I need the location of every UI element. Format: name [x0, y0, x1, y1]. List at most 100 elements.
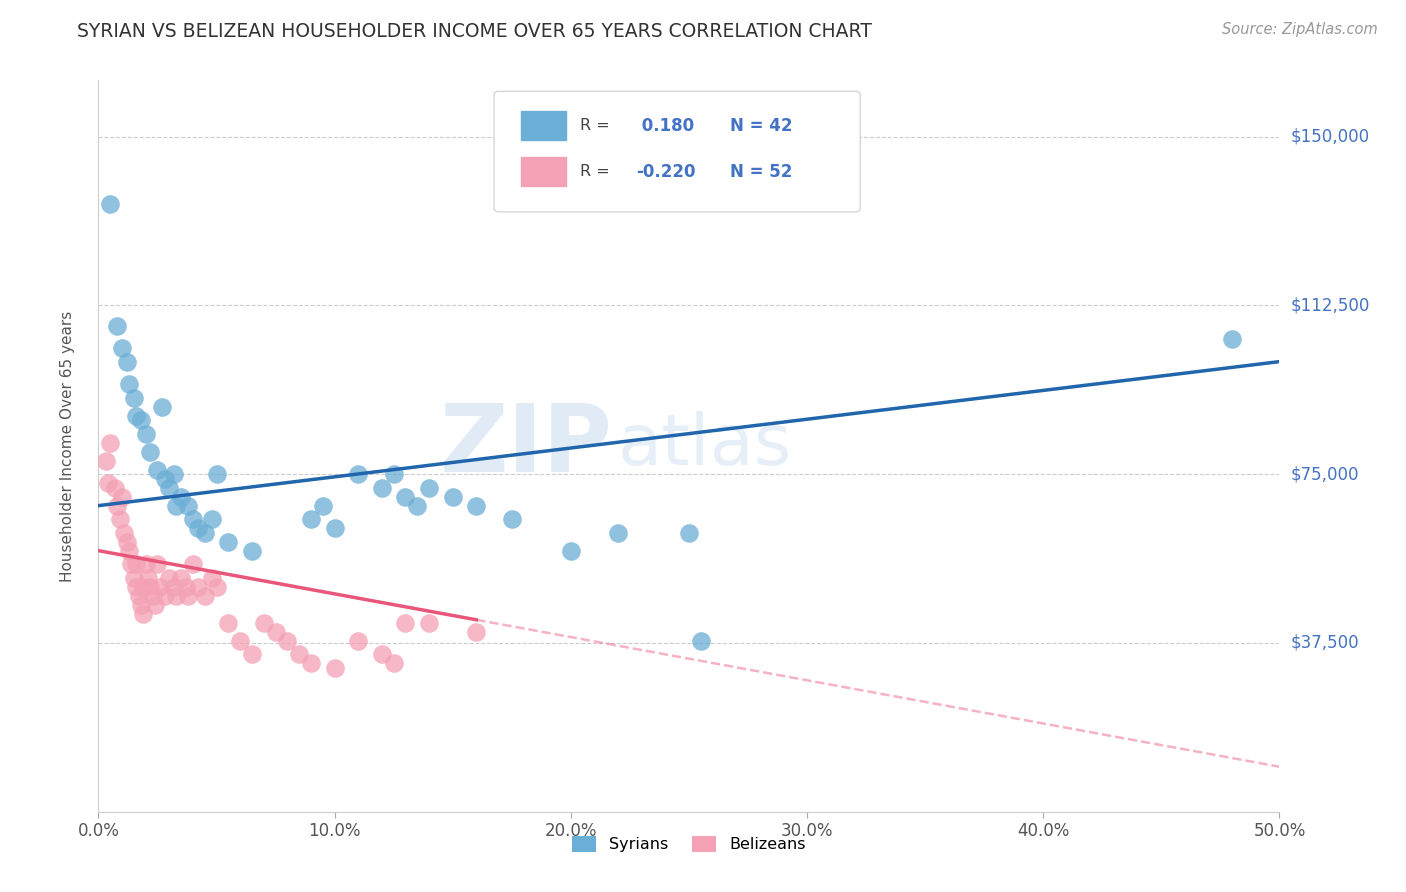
- Point: [139, 444, 162, 458]
- Point: [111, 341, 134, 355]
- Point: [406, 499, 429, 513]
- Point: [108, 512, 131, 526]
- Point: [323, 521, 346, 535]
- Point: [105, 318, 128, 333]
- Point: [201, 571, 224, 585]
- Point: [122, 391, 145, 405]
- Point: [115, 534, 138, 549]
- Text: $150,000: $150,000: [1291, 128, 1369, 145]
- Point: [501, 512, 523, 526]
- Point: [205, 580, 228, 594]
- Text: 0.180: 0.180: [636, 117, 695, 135]
- Point: [418, 615, 440, 630]
- Point: [122, 571, 145, 585]
- Point: [174, 580, 197, 594]
- Point: [382, 467, 405, 482]
- Point: [187, 521, 209, 535]
- Point: [299, 512, 322, 526]
- Point: [177, 589, 200, 603]
- Point: [689, 633, 711, 648]
- Text: $112,500: $112,500: [1291, 296, 1369, 314]
- Point: [150, 400, 173, 414]
- Point: [394, 490, 416, 504]
- Point: [157, 481, 180, 495]
- Point: [205, 467, 228, 482]
- Point: [194, 589, 217, 603]
- Text: R =: R =: [581, 164, 616, 179]
- Point: [163, 467, 186, 482]
- Point: [143, 598, 166, 612]
- Point: [163, 580, 186, 594]
- Point: [1220, 332, 1243, 346]
- Point: [97, 476, 120, 491]
- Point: [125, 409, 148, 423]
- Point: [165, 589, 187, 603]
- Point: [153, 472, 176, 486]
- Point: [128, 589, 150, 603]
- Point: [181, 512, 204, 526]
- Point: [165, 499, 187, 513]
- Point: [299, 656, 322, 670]
- Point: [194, 525, 217, 540]
- Point: [312, 499, 335, 513]
- Point: [371, 647, 394, 661]
- Point: [146, 557, 169, 571]
- Text: ZIP: ZIP: [439, 400, 612, 492]
- Text: N = 52: N = 52: [730, 162, 793, 181]
- Point: [170, 490, 193, 504]
- Point: [153, 589, 176, 603]
- Point: [111, 490, 134, 504]
- Point: [240, 647, 263, 661]
- FancyBboxPatch shape: [494, 91, 860, 212]
- Point: [382, 656, 405, 670]
- Point: [170, 571, 193, 585]
- Point: [181, 557, 204, 571]
- Point: [288, 647, 311, 661]
- Point: [125, 580, 148, 594]
- Text: $37,500: $37,500: [1291, 634, 1360, 652]
- Point: [139, 580, 162, 594]
- Point: [146, 462, 169, 476]
- Y-axis label: Householder Income Over 65 years: Householder Income Over 65 years: [60, 310, 75, 582]
- Point: [253, 615, 276, 630]
- Point: [98, 435, 121, 450]
- Point: [347, 467, 370, 482]
- Point: [157, 571, 180, 585]
- Point: [418, 481, 440, 495]
- Legend: Syrians, Belizeans: Syrians, Belizeans: [567, 830, 811, 859]
- Text: $75,000: $75,000: [1291, 465, 1360, 483]
- Point: [105, 499, 128, 513]
- Text: -0.220: -0.220: [636, 162, 696, 181]
- Point: [118, 543, 141, 558]
- Point: [135, 557, 157, 571]
- Point: [142, 589, 165, 603]
- Point: [129, 413, 152, 427]
- Point: [129, 598, 152, 612]
- Point: [149, 580, 172, 594]
- Point: [94, 453, 117, 467]
- Point: [118, 377, 141, 392]
- Text: N = 42: N = 42: [730, 117, 793, 135]
- Point: [371, 481, 394, 495]
- Point: [276, 633, 298, 648]
- Point: [125, 557, 148, 571]
- Point: [135, 426, 157, 441]
- Point: [394, 615, 416, 630]
- Point: [678, 525, 700, 540]
- Point: [465, 499, 488, 513]
- Point: [187, 580, 209, 594]
- Text: R =: R =: [581, 118, 616, 133]
- Point: [607, 525, 630, 540]
- Point: [240, 543, 263, 558]
- Point: [136, 571, 159, 585]
- Point: [132, 580, 155, 594]
- Point: [98, 197, 121, 211]
- Point: [177, 499, 200, 513]
- Point: [115, 354, 138, 368]
- Bar: [522, 111, 567, 140]
- Point: [132, 607, 155, 621]
- Point: [323, 661, 346, 675]
- Bar: [522, 157, 567, 186]
- Text: Source: ZipAtlas.com: Source: ZipAtlas.com: [1222, 22, 1378, 37]
- Point: [217, 534, 239, 549]
